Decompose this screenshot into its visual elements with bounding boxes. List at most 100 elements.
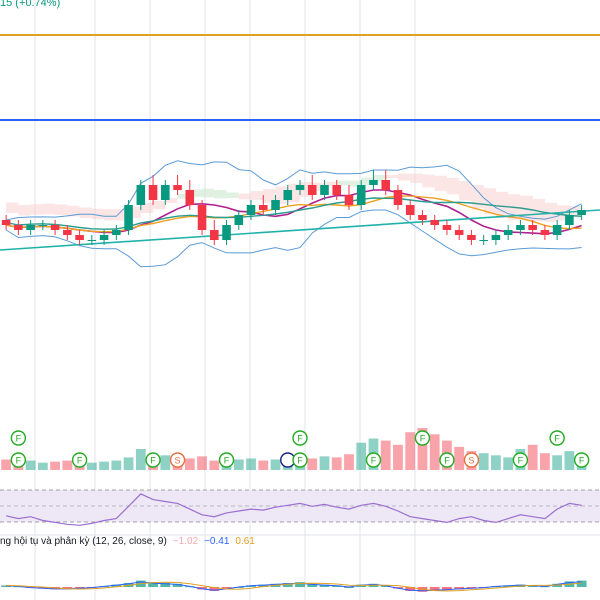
rsi-band xyxy=(0,490,600,522)
macd-hist-bar xyxy=(527,585,538,587)
candle-body xyxy=(63,230,72,235)
marker-circle xyxy=(292,430,308,446)
marker-label: S xyxy=(468,456,474,466)
macd-hist-bar xyxy=(454,587,465,590)
candle-body xyxy=(136,185,146,205)
candle-body xyxy=(405,205,415,215)
cloud-segment xyxy=(385,175,398,178)
event-markers[interactable]: F F F F S F F F F F F S F F F xyxy=(10,430,590,468)
cloud-segment xyxy=(495,191,509,218)
macd-value-2: −0.41 xyxy=(204,536,230,547)
macd-hist-bar xyxy=(111,584,122,587)
volume-bar xyxy=(197,456,207,470)
volume-bar xyxy=(184,458,195,470)
bollinger-bands xyxy=(5,160,582,268)
marker-f: F xyxy=(10,430,27,446)
cloud-segment xyxy=(202,188,215,198)
macd-hist-bar xyxy=(209,587,220,591)
marker-label: F xyxy=(224,456,230,466)
marker-f: F xyxy=(439,452,455,468)
cloud-segment xyxy=(459,181,472,201)
marker-label: F xyxy=(297,434,303,444)
candle-body xyxy=(356,185,366,205)
volume-bar xyxy=(37,462,48,470)
macd-hist-bar xyxy=(197,587,207,590)
marker-label: F xyxy=(77,456,83,466)
candle-body xyxy=(246,205,256,215)
candle-body xyxy=(1,220,11,225)
marker-label: F xyxy=(16,456,22,466)
macd-legend: ng hội tụ và phân kỳ (12, 26, close, 9) −… xyxy=(0,536,261,547)
volume-bar xyxy=(62,460,73,470)
cloud-segment xyxy=(128,206,141,218)
candle-body xyxy=(467,235,476,240)
candle-body xyxy=(418,215,427,220)
upper-band-line xyxy=(6,160,582,221)
volume-bar xyxy=(160,455,171,470)
cloud-segment xyxy=(55,204,68,215)
cloud-segment xyxy=(361,177,374,186)
cloud-segment xyxy=(42,203,56,215)
cloud-segment xyxy=(312,182,325,192)
macd-pane xyxy=(1,580,587,592)
candle-body xyxy=(565,215,574,225)
volume-bar xyxy=(99,461,109,470)
cloud-segment xyxy=(6,202,19,213)
macd-value-1: −1.02 xyxy=(172,536,199,547)
lower-band-line xyxy=(5,209,582,268)
macd-hist-bar xyxy=(576,580,587,587)
marker-circle xyxy=(10,452,27,468)
candle-body xyxy=(442,225,452,230)
marker-circle xyxy=(145,452,161,468)
candle-body xyxy=(124,205,133,230)
macd-hist-bar xyxy=(160,583,171,587)
candle-body xyxy=(454,230,464,235)
cloud-segment xyxy=(532,198,545,222)
volume-bar xyxy=(503,457,514,470)
volume-bar xyxy=(552,455,563,470)
marker-label: F xyxy=(297,456,303,466)
volume-bar xyxy=(1,459,12,470)
cloud-segment xyxy=(324,181,337,187)
rsi-pane xyxy=(0,489,600,526)
candle-body xyxy=(148,185,158,200)
candle-body xyxy=(112,230,121,235)
candle-body xyxy=(38,225,48,226)
candle-body xyxy=(185,190,195,205)
cloud-segment xyxy=(91,208,105,220)
marker-circle xyxy=(549,430,565,446)
marker-label: F xyxy=(150,456,156,466)
candle-body xyxy=(369,180,378,185)
volume-bar xyxy=(111,460,122,470)
volume-bar xyxy=(417,428,428,470)
candle-body xyxy=(552,225,562,235)
candle-body xyxy=(173,185,182,190)
cloud-segment xyxy=(336,180,349,186)
cloud-segment xyxy=(177,193,190,199)
volume-bar xyxy=(209,460,220,470)
marker-f: F xyxy=(365,452,382,468)
cloud-segment xyxy=(422,174,435,188)
candle-body xyxy=(307,185,317,195)
candle-body xyxy=(210,230,219,240)
cloud-segment xyxy=(116,209,129,221)
volume-bar xyxy=(454,446,465,470)
marker-f: F xyxy=(218,452,235,468)
candle-body xyxy=(197,205,207,230)
volume-bar xyxy=(331,457,342,470)
candle-body xyxy=(516,225,525,230)
volume-bar xyxy=(25,460,36,470)
volume-bar xyxy=(478,453,489,470)
volume-bar xyxy=(50,461,60,470)
candle-body xyxy=(161,185,170,200)
moving-averages xyxy=(0,189,600,251)
marker-circle xyxy=(439,452,455,468)
marker-f: F xyxy=(292,452,308,468)
candle-body xyxy=(234,215,244,225)
macd-value-3: 0.61 xyxy=(235,536,255,547)
marker-f: F xyxy=(145,452,161,468)
volume-bar xyxy=(405,432,416,470)
marker-label: F xyxy=(16,434,22,444)
